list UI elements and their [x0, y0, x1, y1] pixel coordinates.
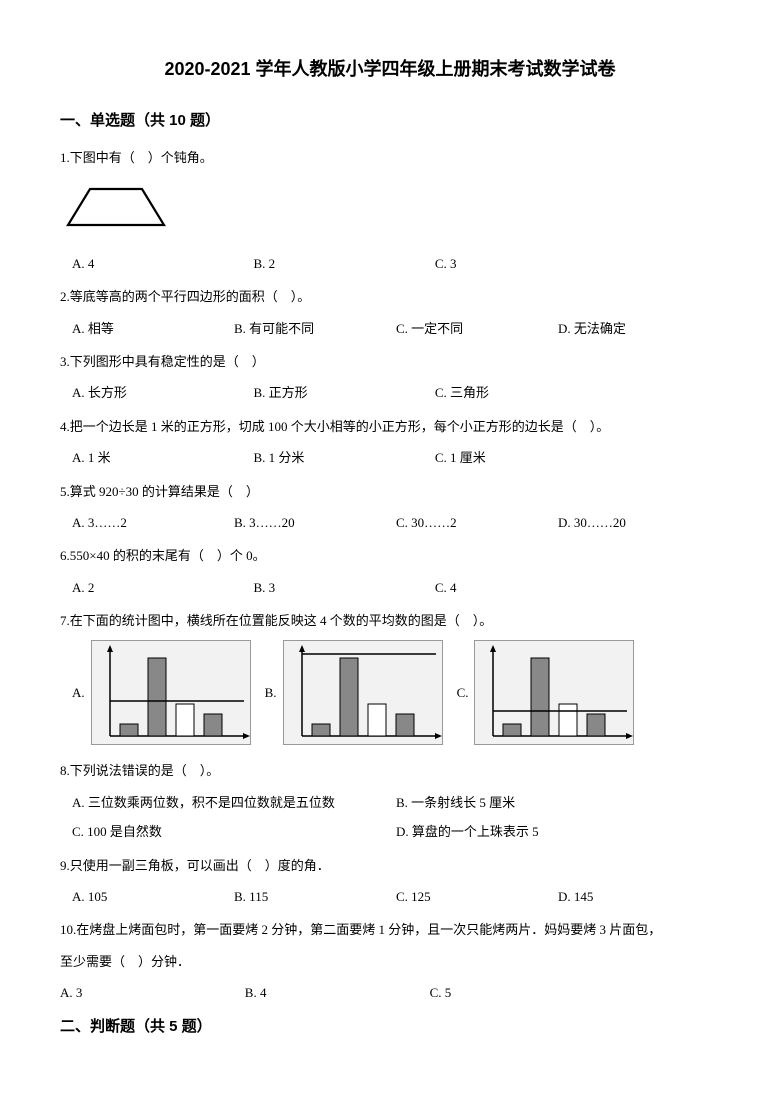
trapezoid-icon [64, 185, 169, 230]
q3-text: 3.下列图形中具有稳定性的是（ ） [60, 350, 720, 373]
q2-opt-c: C. 一定不同 [396, 317, 558, 340]
q2-text: 2.等底等高的两个平行四边形的面积（ ）。 [60, 285, 720, 308]
q8-opt-a: A. 三位数乘两位数，积不是四位数就是五位数 [72, 791, 396, 814]
q9-options: A. 105 B. 115 C. 125 D. 145 [60, 885, 720, 908]
q1-opt-a: A. 4 [72, 252, 253, 275]
q7-label-b: B. [265, 681, 277, 704]
q10-options: A. 3 B. 4 C. 5 [60, 981, 720, 1004]
chart-b-icon [283, 640, 443, 745]
section-2-header: 二、判断题（共 5 题） [60, 1015, 720, 1036]
q2-opt-a: A. 相等 [72, 317, 234, 340]
q1-opt-b: B. 2 [253, 252, 434, 275]
q5-options: A. 3……2 B. 3……20 C. 30……2 D. 30……20 [60, 511, 720, 534]
q9-opt-d: D. 145 [558, 885, 720, 908]
q7-options: A. B. C. [60, 640, 720, 745]
q9-opt-c: C. 125 [396, 885, 558, 908]
paper-title: 2020-2021 学年人教版小学四年级上册期末考试数学试卷 [60, 55, 720, 81]
q7-opt-a: A. [72, 640, 251, 745]
q9-text: 9.只使用一副三角板，可以画出（ ）度的角． [60, 854, 720, 877]
q6-text: 6.550×40 的积的末尾有（ ）个 0。 [60, 544, 720, 567]
q3-opt-a: A. 长方形 [72, 381, 253, 404]
q10-text2: 至少需要（ ）分钟． [60, 950, 720, 973]
q3-options: A. 长方形 B. 正方形 C. 三角形 [60, 381, 720, 404]
q7-text: 7.在下面的统计图中，横线所在位置能反映这 4 个数的平均数的图是（ ）。 [60, 609, 720, 632]
question-3: 3.下列图形中具有稳定性的是（ ） A. 长方形 B. 正方形 C. 三角形 [60, 350, 720, 405]
q10-opt-a: A. 3 [60, 981, 245, 1004]
q8-opt-c: C. 100 是自然数 [72, 820, 396, 843]
q4-opt-a: A. 1 米 [72, 446, 253, 469]
q10-opt-c: C. 5 [430, 981, 615, 1004]
q8-options-row1: A. 三位数乘两位数，积不是四位数就是五位数 B. 一条射线长 5 厘米 [60, 791, 720, 814]
q4-opt-c: C. 1 厘米 [435, 446, 616, 469]
q7-label-c: C. [457, 681, 469, 704]
section-1-header: 一、单选题（共 10 题） [60, 109, 720, 130]
q10-text1: 10.在烤盘上烤面包时，第一面要烤 2 分钟，第二面要烤 1 分钟，且一次只能烤… [60, 918, 720, 941]
q6-opt-c: C. 4 [435, 576, 616, 599]
q8-options-row2: C. 100 是自然数 D. 算盘的一个上珠表示 5 [60, 820, 720, 843]
question-8: 8.下列说法错误的是（ ）。 A. 三位数乘两位数，积不是四位数就是五位数 B.… [60, 759, 720, 843]
q9-opt-a: A. 105 [72, 885, 234, 908]
q5-opt-c: C. 30……2 [396, 511, 558, 534]
q4-opt-b: B. 1 分米 [253, 446, 434, 469]
q7-opt-b: B. [265, 640, 443, 745]
question-10: 10.在烤盘上烤面包时，第一面要烤 2 分钟，第二面要烤 1 分钟，且一次只能烤… [60, 918, 720, 1004]
q4-text: 4.把一个边长是 1 米的正方形，切成 100 个大小相等的小正方形，每个小正方… [60, 415, 720, 438]
question-5: 5.算式 920÷30 的计算结果是（ ） A. 3……2 B. 3……20 C… [60, 480, 720, 535]
q2-options: A. 相等 B. 有可能不同 C. 一定不同 D. 无法确定 [60, 317, 720, 340]
q7-opt-c: C. [457, 640, 635, 745]
q5-opt-d: D. 30……20 [558, 511, 720, 534]
q2-opt-d: D. 无法确定 [558, 317, 720, 340]
q1-opt-c: C. 3 [435, 252, 616, 275]
question-4: 4.把一个边长是 1 米的正方形，切成 100 个大小相等的小正方形，每个小正方… [60, 415, 720, 470]
q7-label-a: A. [72, 681, 85, 704]
q4-options: A. 1 米 B. 1 分米 C. 1 厘米 [60, 446, 720, 469]
question-1: 1.下图中有（ ）个钝角。 A. 4 B. 2 C. 3 [60, 146, 720, 275]
q3-opt-c: C. 三角形 [435, 381, 616, 404]
q3-opt-b: B. 正方形 [253, 381, 434, 404]
q1-text: 1.下图中有（ ）个钝角。 [60, 146, 720, 169]
chart-a-icon [91, 640, 251, 745]
q2-opt-b: B. 有可能不同 [234, 317, 396, 340]
question-2: 2.等底等高的两个平行四边形的面积（ ）。 A. 相等 B. 有可能不同 C. … [60, 285, 720, 340]
q6-options: A. 2 B. 3 C. 4 [60, 576, 720, 599]
question-6: 6.550×40 的积的末尾有（ ）个 0。 A. 2 B. 3 C. 4 [60, 544, 720, 599]
q10-opt-b: B. 4 [245, 981, 430, 1004]
q8-opt-d: D. 算盘的一个上珠表示 5 [396, 820, 720, 843]
q5-opt-a: A. 3……2 [72, 511, 234, 534]
q1-options: A. 4 B. 2 C. 3 [60, 252, 720, 275]
q9-opt-b: B. 115 [234, 885, 396, 908]
q1-figure [60, 177, 720, 251]
q5-text: 5.算式 920÷30 的计算结果是（ ） [60, 480, 720, 503]
chart-c-icon [474, 640, 634, 745]
q8-opt-b: B. 一条射线长 5 厘米 [396, 791, 720, 814]
question-9: 9.只使用一副三角板，可以画出（ ）度的角． A. 105 B. 115 C. … [60, 854, 720, 909]
q6-opt-a: A. 2 [72, 576, 253, 599]
question-7: 7.在下面的统计图中，横线所在位置能反映这 4 个数的平均数的图是（ ）。 A.… [60, 609, 720, 745]
q8-text: 8.下列说法错误的是（ ）。 [60, 759, 720, 782]
q6-opt-b: B. 3 [253, 576, 434, 599]
q5-opt-b: B. 3……20 [234, 511, 396, 534]
